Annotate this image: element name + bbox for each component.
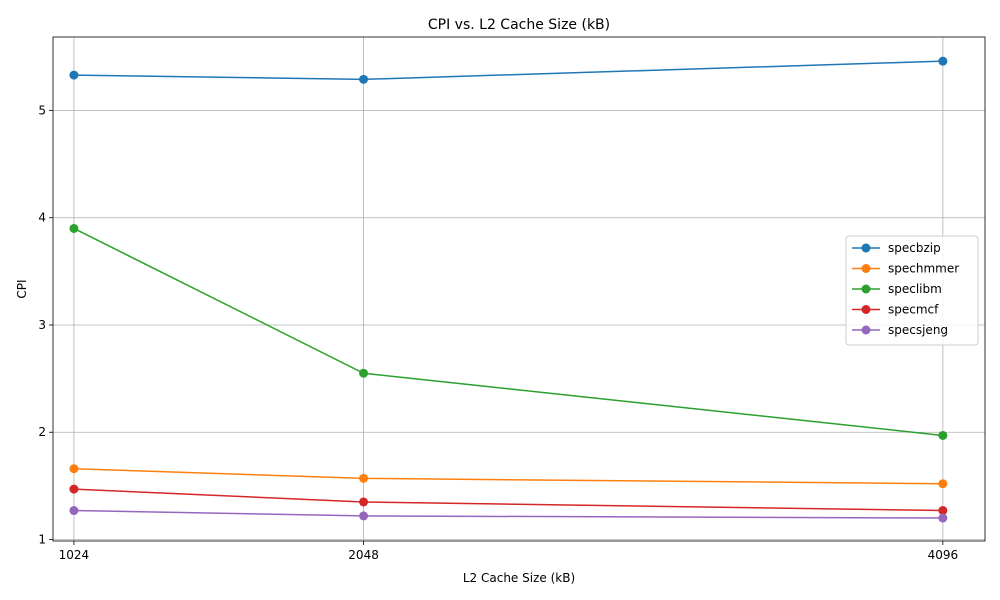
y-tick-label: 5: [38, 103, 46, 117]
data-point: [359, 497, 369, 507]
data-point: [938, 479, 948, 489]
series-line: [73, 488, 943, 512]
y-tick-label: 1: [38, 532, 46, 546]
legend-label: speclibm: [888, 282, 942, 296]
legend-item: specbzip: [852, 241, 941, 255]
legend-label: specsjeng: [888, 323, 948, 337]
series-specmcf: [69, 484, 948, 516]
y-axis-label: CPI: [15, 279, 29, 298]
legend-marker: [861, 264, 871, 273]
legend-label: specmcf: [888, 303, 939, 317]
legend-label: specbzip: [888, 241, 941, 255]
data-point: [938, 513, 948, 523]
legend-marker: [861, 305, 871, 314]
legend-label: spechmmer: [888, 262, 959, 276]
ticks-layer: 1024 2048 4096 1 2 3 4 5: [38, 103, 958, 562]
series-speclibm: [69, 223, 948, 440]
data-point: [69, 70, 79, 80]
data-point: [69, 506, 79, 516]
series-layer: [69, 56, 948, 523]
chart-title: CPI vs. L2 Cache Size (kB): [428, 17, 610, 33]
data-point: [69, 223, 79, 233]
data-point: [938, 56, 948, 66]
data-point: [938, 506, 948, 516]
data-point: [359, 473, 369, 483]
grid: [53, 37, 985, 541]
legend: specbzip spechmmer speclibm specmcf specsjen…: [845, 235, 979, 346]
x-tick-label: 2048: [348, 548, 379, 562]
series-line: [73, 227, 943, 437]
series-spechmmer: [69, 464, 948, 489]
series-line: [73, 509, 943, 519]
legend-marker: [861, 284, 871, 294]
legend-marker: [861, 243, 871, 253]
y-tick-label: 3: [38, 318, 46, 332]
x-tick-label: 1024: [59, 548, 90, 562]
legend-item: speclibm: [852, 282, 942, 296]
x-axis-label: L2 Cache Size (kB): [463, 571, 575, 585]
legend-box: [845, 235, 979, 346]
y-tick-label: 2: [38, 425, 46, 439]
series-line: [73, 60, 943, 81]
legend-item: specsjeng: [852, 323, 948, 337]
legend-marker: [861, 325, 871, 335]
y-tick-label: 4: [38, 211, 46, 225]
legend-item: specmcf: [852, 303, 939, 317]
series-specsjeng: [69, 506, 948, 523]
legend-item: spechmmer: [852, 262, 959, 276]
data-point: [938, 430, 948, 440]
data-point: [359, 511, 369, 521]
data-point: [69, 484, 79, 494]
data-point: [69, 464, 79, 474]
x-tick-label: 4096: [928, 548, 959, 562]
data-point: [359, 368, 369, 378]
series-line: [73, 467, 943, 485]
plot-frame: [52, 36, 986, 542]
series-specbzip: [69, 56, 948, 84]
data-point: [359, 74, 369, 84]
